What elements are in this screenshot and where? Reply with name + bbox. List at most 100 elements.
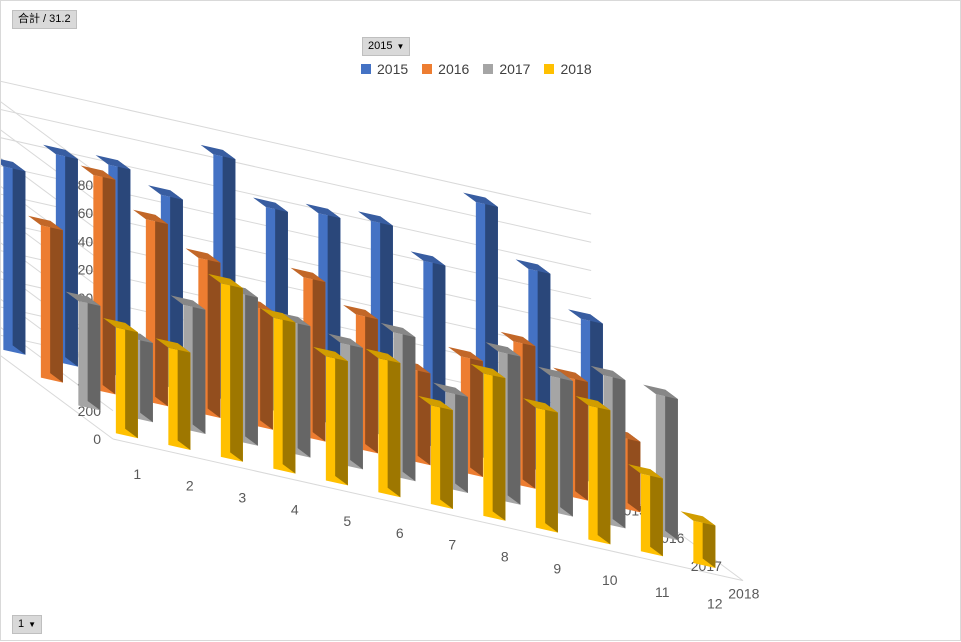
bar-side-face <box>440 400 453 510</box>
x-tick-label: 5 <box>343 513 351 529</box>
bar <box>65 291 101 411</box>
bar-top-face <box>28 215 63 231</box>
bar-top-face <box>463 192 498 208</box>
bar-top-face <box>305 203 341 219</box>
bar-side-face <box>492 368 506 521</box>
series-field-label: 2015 <box>368 40 393 52</box>
legend-swatch <box>361 64 371 74</box>
series-field-button[interactable]: 2015 ▼ <box>362 37 411 56</box>
bar-side-face <box>192 300 206 435</box>
bar <box>260 308 296 474</box>
bar-top-face <box>260 308 296 323</box>
bar-side-face <box>312 272 326 442</box>
bar-top-face <box>80 165 116 180</box>
bar-top-face <box>418 395 453 411</box>
x-tick-label: 4 <box>291 501 299 517</box>
legend-label: 2017 <box>499 61 531 77</box>
bar-top-face <box>200 144 236 160</box>
bar-top-face <box>523 398 558 413</box>
bar-top-face <box>485 342 521 357</box>
x-tick-label: 6 <box>396 525 404 541</box>
bar-top-face <box>628 464 663 479</box>
bar-top-face <box>590 365 626 381</box>
bar-top-face <box>185 248 221 263</box>
bar-top-face <box>500 331 536 347</box>
bar-side-face <box>65 149 78 367</box>
bar-side-face <box>297 316 311 458</box>
bar <box>628 464 663 557</box>
x-tick-label: 8 <box>501 549 509 565</box>
bar-top-face <box>313 346 348 362</box>
legend-label: 2015 <box>377 61 409 77</box>
legend-item-2018: 2018 <box>544 61 592 77</box>
bar-top-face <box>1 159 26 172</box>
bar-side-face <box>417 364 431 466</box>
bar-top-face <box>133 209 168 225</box>
x-tick-label: 2 <box>186 478 194 494</box>
x-tick-label: 3 <box>238 490 246 506</box>
bar-side-face <box>12 161 26 355</box>
bar-side-face <box>282 313 296 474</box>
x-tick-label: 12 <box>707 596 723 612</box>
bar-top-face <box>568 309 603 324</box>
gridline <box>1 80 592 215</box>
category-field-button[interactable]: 1 ▼ <box>12 615 43 634</box>
bar <box>155 338 191 451</box>
bar-side-face <box>650 469 663 557</box>
bar-side-face <box>260 301 273 430</box>
legend-item-2016: 2016 <box>422 61 469 77</box>
bar-side-face <box>87 296 101 411</box>
legend-swatch <box>422 64 433 74</box>
bar-side-face <box>102 170 116 395</box>
legend-label: 2016 <box>438 61 470 77</box>
bar-top-face <box>410 251 446 266</box>
bar <box>680 511 716 569</box>
bar-side-face <box>177 343 191 451</box>
bar-top-face <box>365 348 401 364</box>
bar-side-face <box>575 372 588 501</box>
bar-side-face <box>665 389 678 541</box>
bar-top-face <box>155 338 191 353</box>
bar-side-face <box>387 353 401 498</box>
bar-side-face <box>365 309 378 454</box>
bar-side-face <box>612 370 626 529</box>
bar-side-face <box>455 387 468 494</box>
value-field-button[interactable]: 合計 / 31.2 <box>12 10 77 29</box>
x-tick-label: 11 <box>655 584 670 600</box>
bar-top-face <box>680 511 716 526</box>
bar <box>575 395 611 545</box>
legend-swatch <box>483 64 494 74</box>
x-tick-label: 7 <box>448 537 456 553</box>
category-field-label: 1 <box>18 618 25 630</box>
x-tick-label: 10 <box>602 572 618 588</box>
bar-side-face <box>402 327 416 482</box>
bar <box>470 363 506 521</box>
bar-top-face <box>343 304 378 320</box>
bar-top-face <box>553 367 588 383</box>
bar-side-face <box>207 253 221 419</box>
depth-tick-label: 2018 <box>728 586 759 602</box>
bar-top-face <box>433 382 468 398</box>
bar-top-face <box>515 259 551 274</box>
bar-side-face <box>627 432 641 513</box>
bar-top-face <box>170 295 206 310</box>
bar-side-face <box>350 338 363 470</box>
bar-side-face <box>230 278 243 462</box>
bar-side-face <box>522 336 536 489</box>
bar-top-face <box>290 267 326 283</box>
legend-item-2017: 2017 <box>483 61 530 77</box>
legend-label: 2018 <box>560 61 592 77</box>
bar-top-face <box>103 317 138 333</box>
dropdown-arrow-icon[interactable]: ▼ <box>396 42 405 51</box>
bar-top-face <box>538 366 573 382</box>
bar-side-face <box>597 400 611 545</box>
legend-swatch <box>544 64 555 74</box>
value-field-label: 合計 / 31.2 <box>18 13 71 25</box>
bar <box>290 267 326 442</box>
x-tick-label: 1 <box>133 466 141 482</box>
dropdown-arrow-icon[interactable]: ▼ <box>28 620 37 629</box>
bar-side-face <box>140 333 153 423</box>
